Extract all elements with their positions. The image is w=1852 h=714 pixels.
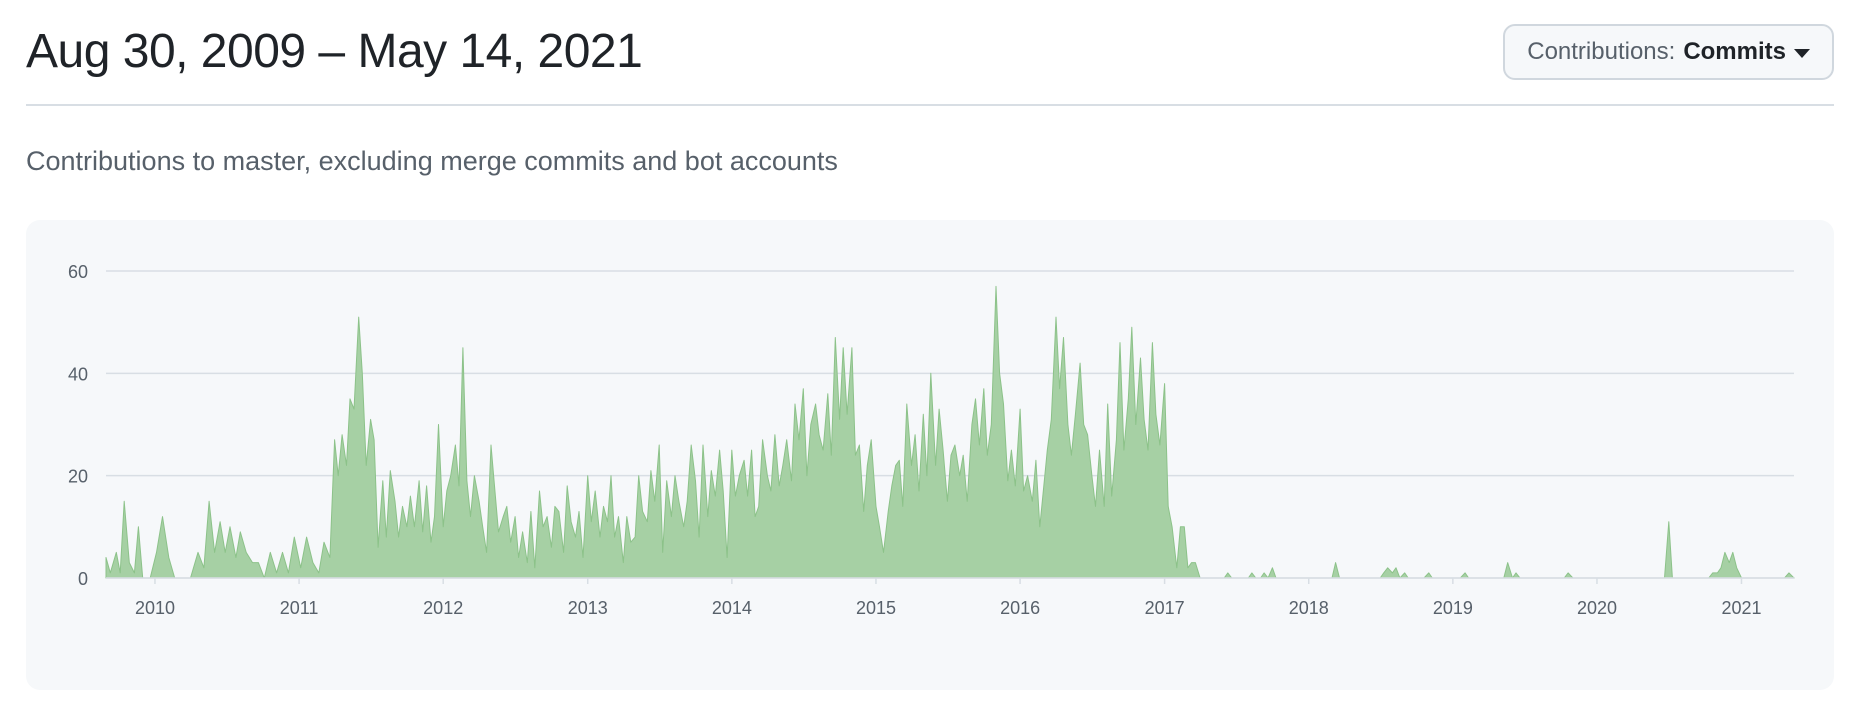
series-area-0 [105,285,1795,579]
x-tick-label: 2017 [1145,598,1185,618]
contributions-area-chart: 0 20 40 60 2010 2011 2012 2013 2014 2015 2016 2017… [68,262,1795,618]
area-series [105,285,1795,579]
x-tick-label: 2011 [280,598,319,618]
y-tick-label: 60 [68,262,88,282]
x-tick-label: 2018 [1289,598,1329,618]
contributions-dropdown-button[interactable]: Contributions: Commits [1503,24,1834,80]
dropdown-label: Contributions: [1527,38,1676,65]
x-tick-label: 2021 [1721,598,1761,618]
x-tick-label: 2020 [1577,598,1617,618]
page-header: Aug 30, 2009 – May 14, 2021 Contribution… [26,0,1834,106]
chart-panel: 0 20 40 60 2010 2011 2012 2013 2014 2015 2016 2017… [26,220,1834,690]
caret-down-icon [1794,48,1810,58]
x-tick-label: 2015 [856,598,896,618]
x-tick-label: 2010 [135,598,175,618]
chart-subtitle: Contributions to master, excluding merge… [26,146,838,176]
date-range-title: Aug 30, 2009 – May 14, 2021 [26,25,643,78]
x-tick-label: 2016 [1000,598,1040,618]
y-tick-label: 40 [68,364,88,384]
x-axis: 2010 2011 2012 2013 2014 2015 2016 2017 2018 2019… [106,577,1794,618]
dropdown-selected-value: Commits [1683,38,1786,65]
y-axis: 0 20 40 60 [68,262,88,589]
x-tick-label: 2019 [1433,598,1473,618]
x-tick-label: 2012 [423,598,463,618]
x-tick-label: 2014 [712,598,752,618]
x-tick-label: 2013 [568,598,608,618]
y-tick-label: 20 [68,467,88,487]
y-tick-label: 0 [78,569,88,589]
